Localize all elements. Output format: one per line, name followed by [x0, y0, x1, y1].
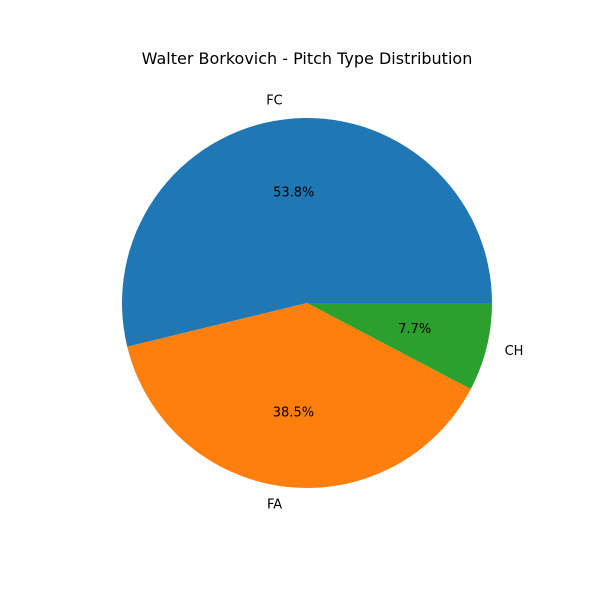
slices-layer [121, 118, 492, 489]
pie-slice-fa [127, 303, 471, 489]
slice-percent-fa: 38.5% [273, 406, 314, 421]
chart-title: Walter Borkovich - Pitch Type Distributi… [142, 49, 473, 68]
slice-label-fa: FA [267, 497, 282, 512]
pie-slice-fc [121, 118, 492, 347]
slice-label-fc: FC [266, 93, 283, 108]
pie-slice-ch [307, 303, 492, 390]
slice-percent-fc: 53.8% [273, 185, 314, 200]
slice-label-ch: CH [505, 344, 524, 359]
labels-layer: FC 53.8% FA 38.5% CH 7.7% [266, 93, 523, 512]
slice-percent-ch: 7.7% [398, 322, 431, 337]
